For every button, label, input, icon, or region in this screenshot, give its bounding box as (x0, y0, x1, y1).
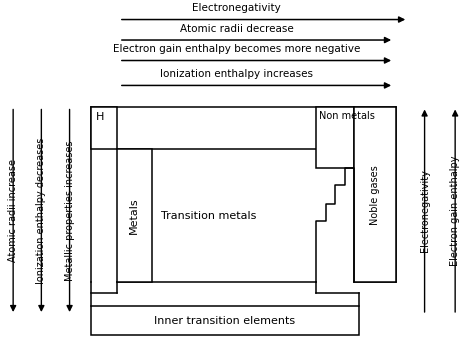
Text: Electron gain enthalpy: Electron gain enthalpy (450, 155, 460, 266)
Text: Ionization enthalpy increases: Ionization enthalpy increases (160, 69, 313, 79)
Text: Non metals: Non metals (319, 111, 375, 121)
Text: Transition metals: Transition metals (161, 211, 256, 221)
Text: Electronegativity: Electronegativity (420, 169, 429, 252)
Text: Atomic radii decrease: Atomic radii decrease (180, 24, 293, 34)
Text: Metallic properties increases: Metallic properties increases (65, 141, 75, 281)
Bar (91, 107, 116, 149)
Text: Electron gain enthalpy becomes more negative: Electron gain enthalpy becomes more nega… (113, 44, 360, 54)
Bar (116, 149, 152, 282)
Text: Metals: Metals (129, 197, 139, 234)
Text: Electronegativity: Electronegativity (192, 3, 281, 14)
Text: Noble gases: Noble gases (370, 166, 380, 225)
Text: Ionization enthalpy decreases: Ionization enthalpy decreases (36, 137, 46, 284)
Text: H: H (96, 112, 104, 122)
Text: Inner transition elements: Inner transition elements (154, 316, 295, 326)
Text: Atomic radii increase: Atomic radii increase (8, 159, 18, 262)
Bar (354, 107, 396, 282)
Bar (316, 107, 354, 168)
Bar (91, 306, 359, 335)
